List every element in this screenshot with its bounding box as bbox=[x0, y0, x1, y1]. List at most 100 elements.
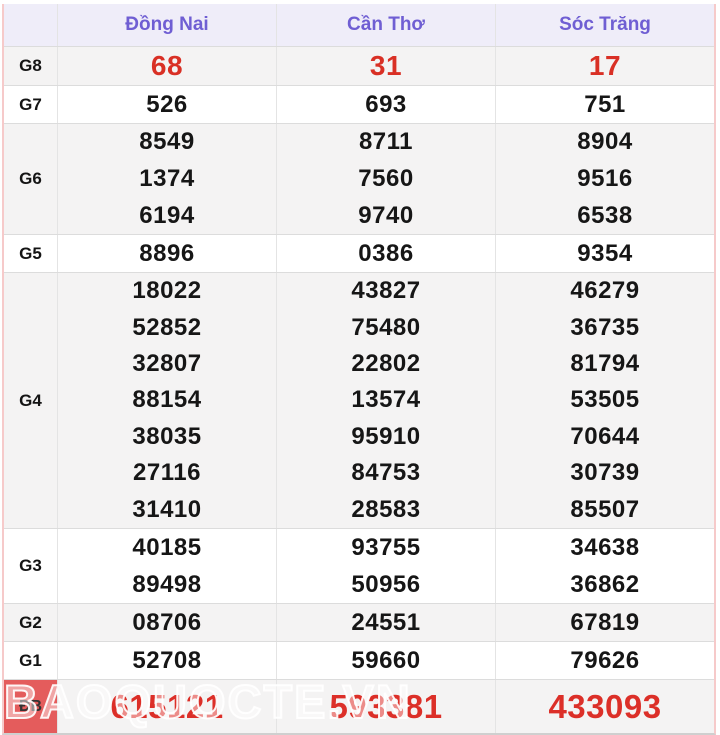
prize-cell: 59660 bbox=[276, 642, 495, 679]
prize-number: 693 bbox=[365, 90, 407, 118]
prize-label: G2 bbox=[19, 612, 42, 632]
prize-number: 30739 bbox=[570, 459, 640, 487]
prize-number: 75480 bbox=[351, 313, 421, 341]
prize-cell: 526 bbox=[57, 86, 276, 123]
prize-number: 8904 bbox=[577, 128, 633, 156]
prize-number: 46279 bbox=[570, 277, 640, 305]
prize-cell: 46279 36735 81794 53505 70644 30739 85507 bbox=[495, 273, 714, 528]
table-header-row: Đồng Nai Cần Thơ Sóc Trăng bbox=[4, 4, 714, 46]
prize-row-g8: G8 68 31 17 bbox=[4, 46, 714, 85]
prize-row-g3: G3 40185 89498 93755 50956 34638 36862 bbox=[4, 528, 714, 603]
prize-number: 53505 bbox=[570, 386, 640, 414]
header-corner-cell bbox=[4, 4, 57, 46]
column-header-can-tho[interactable]: Cần Thơ bbox=[276, 4, 495, 46]
prize-cell: 8896 bbox=[57, 235, 276, 272]
prize-cell: 18022 52852 32807 88154 38035 27116 31410 bbox=[57, 273, 276, 528]
prize-number: 31 bbox=[369, 50, 403, 81]
column-header-dong-nai[interactable]: Đồng Nai bbox=[57, 4, 276, 46]
prize-row-g7: G7 526 693 751 bbox=[4, 85, 714, 123]
prize-number: 32807 bbox=[132, 350, 202, 378]
prize-row-g4: G4 18022 52852 32807 88154 38035 27116 31410 438… bbox=[4, 272, 714, 528]
prize-number: 88154 bbox=[132, 386, 202, 414]
prize-number: 95910 bbox=[351, 422, 421, 450]
prize-number: 52852 bbox=[132, 313, 202, 341]
prize-cell: 615121 bbox=[57, 680, 276, 733]
prize-number: 50956 bbox=[351, 570, 421, 598]
prize-number: 81794 bbox=[570, 350, 640, 378]
prize-cell: 0386 bbox=[276, 235, 495, 272]
prize-label: G5 bbox=[19, 243, 42, 263]
column-header-label: Đồng Nai bbox=[125, 14, 209, 35]
prize-number: 615121 bbox=[110, 687, 224, 725]
prize-number: 34638 bbox=[570, 533, 640, 561]
prize-number: 9354 bbox=[577, 239, 633, 267]
prize-label: G6 bbox=[19, 169, 42, 188]
prize-label: G4 bbox=[19, 390, 42, 410]
prize-number: 593381 bbox=[329, 687, 443, 725]
prize-number: 67819 bbox=[570, 608, 640, 636]
prize-number: 28583 bbox=[351, 495, 421, 523]
prize-cell: 693 bbox=[276, 86, 495, 123]
prize-cell: 34638 36862 bbox=[495, 529, 714, 603]
prize-cell: 68 bbox=[57, 47, 276, 85]
prize-number: 38035 bbox=[132, 422, 202, 450]
prize-label: G1 bbox=[19, 650, 42, 670]
prize-number: 9516 bbox=[577, 164, 633, 192]
prize-row-g5: G5 8896 0386 9354 bbox=[4, 234, 714, 272]
prize-number: 40185 bbox=[132, 533, 202, 561]
prize-number: 24551 bbox=[351, 608, 421, 636]
prize-number: 8896 bbox=[139, 239, 195, 267]
prize-number: 7560 bbox=[358, 164, 414, 192]
prize-cell: 433093 bbox=[495, 680, 714, 733]
prize-number: 8711 bbox=[358, 128, 414, 156]
prize-cell: 17 bbox=[495, 47, 714, 85]
prize-number: 89498 bbox=[132, 570, 202, 598]
lottery-results-table: Đồng Nai Cần Thơ Sóc Trăng G8 68 31 17 G7 526… bbox=[2, 4, 716, 735]
column-header-label: Sóc Trăng bbox=[559, 14, 651, 35]
prize-cell: 52708 bbox=[57, 642, 276, 679]
prize-label: ĐB bbox=[4, 680, 57, 733]
prize-cell: 8904 9516 6538 bbox=[495, 124, 714, 234]
prize-row-g6: G6 8549 1374 6194 8711 7560 9740 8904 9516 6538 bbox=[4, 123, 714, 234]
prize-number: 08706 bbox=[132, 608, 202, 636]
prize-cell: 79626 bbox=[495, 642, 714, 679]
prize-number: 0386 bbox=[358, 239, 414, 267]
prize-cell: 67819 bbox=[495, 604, 714, 641]
prize-number: 59660 bbox=[351, 646, 421, 674]
prize-number: 52708 bbox=[132, 646, 202, 674]
prize-cell: 8549 1374 6194 bbox=[57, 124, 276, 234]
prize-cell: 43827 75480 22802 13574 95910 84753 28583 bbox=[276, 273, 495, 528]
prize-number: 1374 bbox=[139, 164, 195, 192]
column-header-soc-trang[interactable]: Sóc Trăng bbox=[495, 4, 714, 46]
prize-number: 18022 bbox=[132, 277, 202, 305]
prize-number: 85507 bbox=[570, 495, 640, 523]
prize-number: 27116 bbox=[133, 459, 201, 487]
prize-label: G8 bbox=[19, 56, 42, 75]
prize-number: 43827 bbox=[351, 277, 421, 305]
prize-number: 93755 bbox=[351, 533, 421, 561]
prize-cell: 8711 7560 9740 bbox=[276, 124, 495, 234]
prize-cell: 93755 50956 bbox=[276, 529, 495, 603]
prize-number: 17 bbox=[588, 50, 622, 81]
prize-cell: 40185 89498 bbox=[57, 529, 276, 603]
prize-number: 84753 bbox=[351, 459, 421, 487]
prize-number: 22802 bbox=[351, 350, 421, 378]
prize-number: 36862 bbox=[570, 570, 640, 598]
prize-number: 36735 bbox=[570, 313, 640, 341]
prize-number: 6538 bbox=[577, 201, 633, 229]
prize-number: 8549 bbox=[139, 128, 195, 156]
prize-label: G7 bbox=[19, 94, 42, 114]
prize-number: 31410 bbox=[132, 495, 202, 523]
prize-cell: 31 bbox=[276, 47, 495, 85]
prize-number: 13574 bbox=[351, 386, 421, 414]
prize-row-db: ĐB 615121 593381 433093 bbox=[4, 679, 714, 733]
prize-number: 70644 bbox=[570, 422, 640, 450]
prize-number: 526 bbox=[146, 90, 188, 118]
column-header-label: Cần Thơ bbox=[347, 14, 425, 35]
prize-number: 79626 bbox=[570, 646, 640, 674]
prize-row-g2: G2 08706 24551 67819 bbox=[4, 603, 714, 641]
prize-cell: 24551 bbox=[276, 604, 495, 641]
prize-number: 9740 bbox=[358, 201, 414, 229]
prize-cell: 08706 bbox=[57, 604, 276, 641]
prize-label: G3 bbox=[19, 556, 42, 575]
